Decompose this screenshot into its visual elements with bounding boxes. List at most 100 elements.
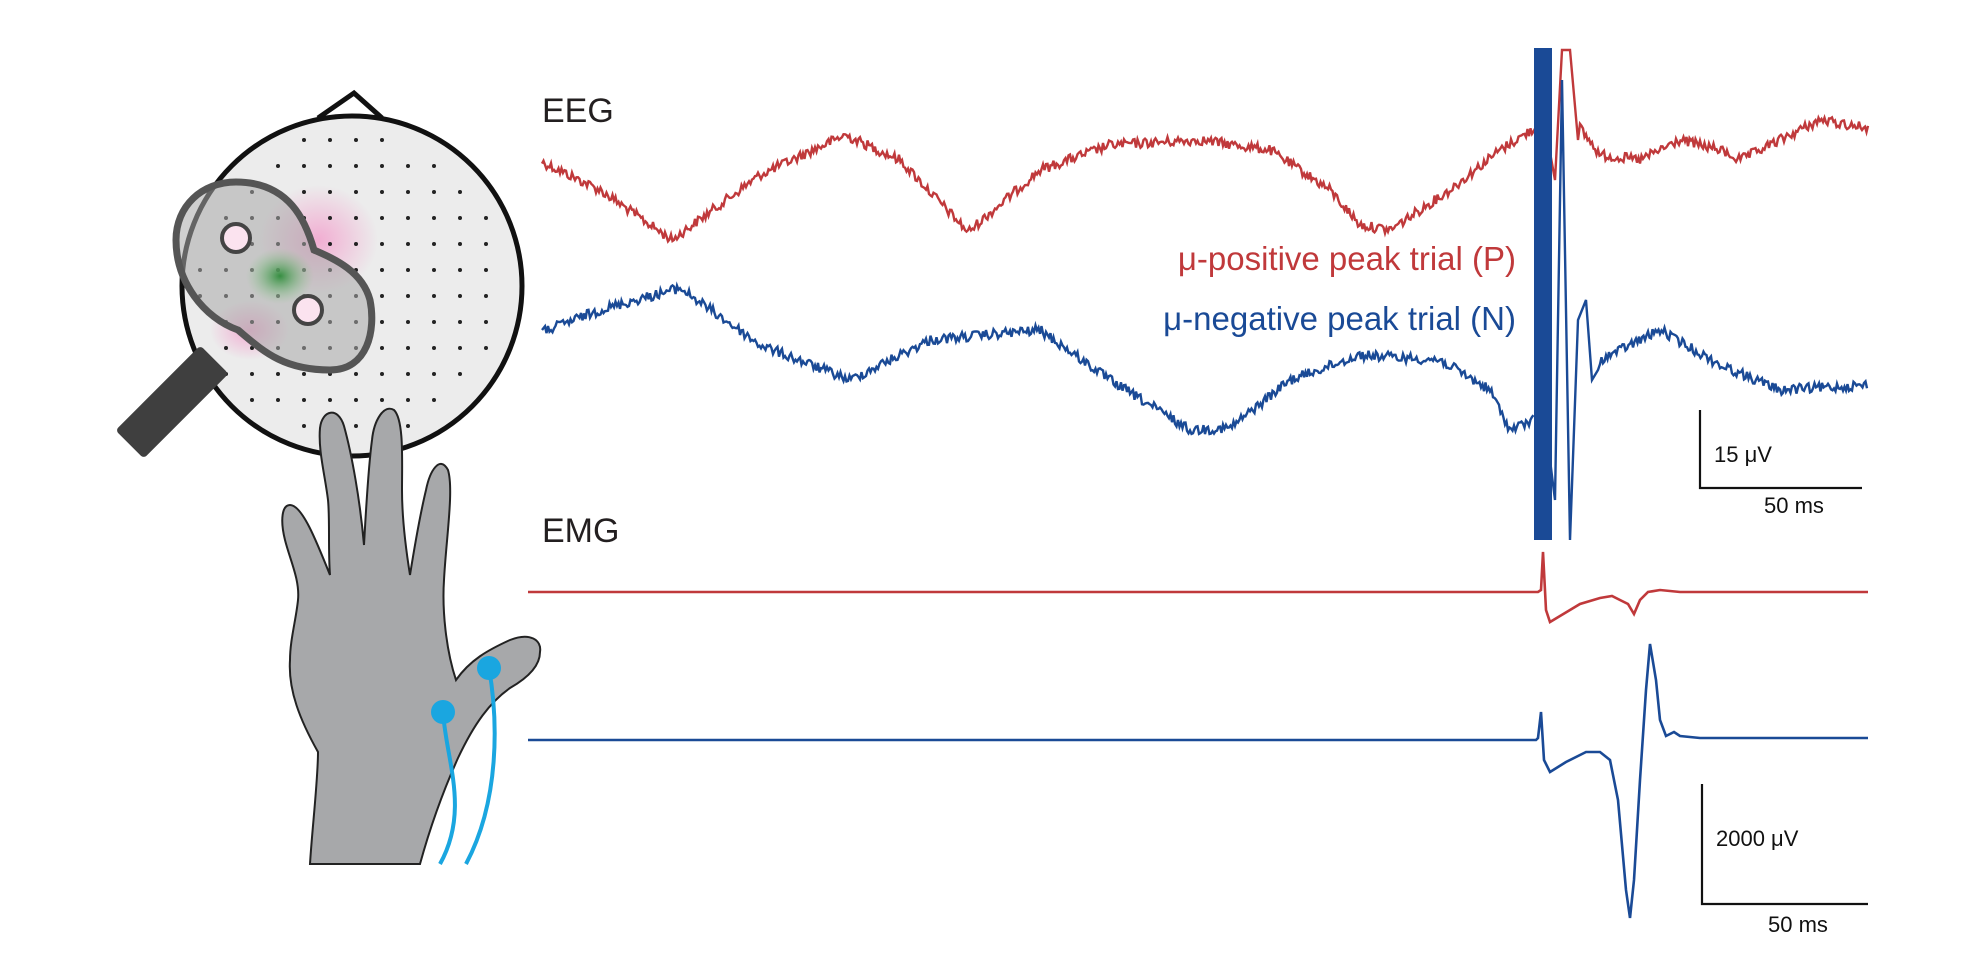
head-electrode-cap-icon (117, 89, 525, 459)
electrode-dot (302, 398, 306, 402)
hand-icon (281, 407, 542, 865)
electrode-dot (458, 294, 462, 298)
electrode-dot (354, 372, 358, 376)
emg-electrode-icon (431, 656, 501, 865)
electrode-dot (302, 190, 306, 194)
emg-scale-amplitude: 2000 μV (1716, 826, 1799, 851)
electrode-dot (432, 164, 436, 168)
electrode-dot (458, 190, 462, 194)
emg-positive-trial-trace (528, 551, 1868, 624)
eeg-positive-trial-trace (540, 48, 1870, 244)
electrode-dot (380, 372, 384, 376)
electrode-dot (484, 268, 488, 272)
legend-positive-trial: μ-positive peak trial (P) (1178, 240, 1516, 277)
electrode-dot (406, 294, 410, 298)
electrode-dot (406, 242, 410, 246)
electrode-dot (380, 294, 384, 298)
electrode-dot (354, 424, 358, 428)
tms-artifact (1534, 48, 1552, 540)
electrode-dot (432, 398, 436, 402)
electrode-dot (432, 346, 436, 350)
electrode-dot (432, 268, 436, 272)
emg-section-label: EMG (542, 512, 619, 550)
electrode-dot (354, 242, 358, 246)
electrode-dot (406, 424, 410, 428)
electrode-dot (328, 398, 332, 402)
electrode-dot (250, 346, 254, 350)
eeg-section-label: EEG (542, 92, 614, 130)
electrode-dot (302, 138, 306, 142)
electrode-dot (380, 242, 384, 246)
trace-layer (528, 48, 1870, 919)
electrode-dot (250, 398, 254, 402)
electrode-dot (406, 164, 410, 168)
electrode-dot (406, 268, 410, 272)
electrode-dot (354, 216, 358, 220)
coil-center-target (246, 248, 314, 304)
electrode-dot (406, 372, 410, 376)
electrode-dot (276, 372, 280, 376)
head-nose-icon (316, 89, 384, 121)
electrode-dot (458, 346, 462, 350)
electrode-dot (328, 138, 332, 142)
electrode-dot (458, 320, 462, 324)
electrode-dot (432, 190, 436, 194)
coil-handle (117, 347, 227, 457)
electrode-dot (380, 138, 384, 142)
electrode-dot (432, 216, 436, 220)
eeg-scale-amplitude: 15 μV (1714, 442, 1772, 467)
electrode-dot (302, 424, 306, 428)
electrode-dot (354, 398, 358, 402)
electrode-dot (354, 138, 358, 142)
electrode-dot (484, 216, 488, 220)
emg-electrode-2 (477, 656, 501, 680)
electrode-dot (380, 190, 384, 194)
electrode-dot (484, 320, 488, 324)
electrode-dot (328, 216, 332, 220)
electrode-dot (380, 398, 384, 402)
electrode-dot (380, 346, 384, 350)
coil-wing-right (292, 294, 324, 326)
electrode-dot (354, 190, 358, 194)
hand-shape (281, 407, 542, 865)
electrode-dot (328, 164, 332, 168)
electrode-dot (432, 242, 436, 246)
electrode-dot (406, 190, 410, 194)
electrode-dot (380, 268, 384, 272)
electrode-dot (276, 398, 280, 402)
coil-wing-left (220, 222, 252, 254)
electrode-dot (458, 268, 462, 272)
electrode-dot (354, 164, 358, 168)
electrode-dot (406, 320, 410, 324)
emg-negative-trial-trace (528, 643, 1868, 919)
electrode-dot (380, 164, 384, 168)
electrode-dot (328, 242, 332, 246)
electrode-dot (406, 216, 410, 220)
eeg-scale-time: 50 ms (1764, 493, 1824, 518)
tms-coil-icon (117, 178, 376, 457)
electrode-dot (484, 346, 488, 350)
electrode-dot (458, 372, 462, 376)
emg-scale-bar: 2000 μV 50 ms (1700, 784, 1868, 937)
electrode-dot (224, 346, 228, 350)
eeg-negative-trial-trace (541, 79, 1869, 541)
electrode-dot (432, 372, 436, 376)
electrode-dot (432, 320, 436, 324)
electrode-dot (432, 294, 436, 298)
electrode-dot (484, 294, 488, 298)
emg-scale-time: 50 ms (1768, 912, 1828, 937)
electrode-dot (406, 398, 410, 402)
electrode-dot (380, 320, 384, 324)
electrode-dot (302, 372, 306, 376)
electrode-dot (484, 242, 488, 246)
electrode-dot (302, 164, 306, 168)
electrode-dot (458, 216, 462, 220)
electrode-dot (380, 216, 384, 220)
emg-electrode-1 (431, 700, 455, 724)
electrode-dot (328, 190, 332, 194)
electrode-dot (458, 242, 462, 246)
electrode-dot (276, 164, 280, 168)
electrode-dot (250, 372, 254, 376)
legend-negative-trial: μ-negative peak trial (N) (1163, 300, 1516, 337)
